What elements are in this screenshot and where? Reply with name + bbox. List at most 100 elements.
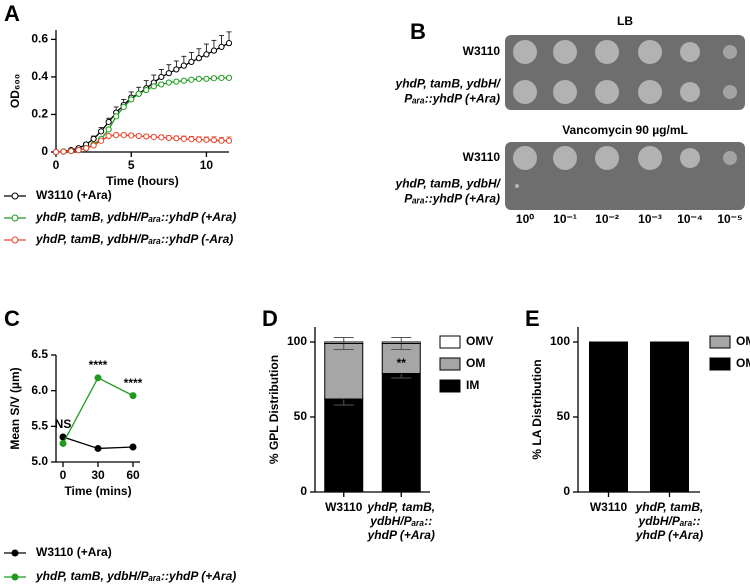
- plate: [505, 142, 745, 210]
- point: [94, 444, 102, 452]
- point: [98, 128, 105, 135]
- y-tick-label: 0: [563, 484, 570, 498]
- point: [173, 66, 180, 73]
- plate-title: LB: [617, 14, 633, 28]
- point: [218, 43, 225, 50]
- colony-spot: [680, 148, 700, 168]
- bar-segment: [381, 373, 421, 493]
- point: [218, 74, 225, 81]
- plate: [505, 35, 745, 110]
- x-tick-label: yhdP, tamB,: [635, 500, 704, 514]
- strain-label: Pₐᵣₐ::yhdP (+Ara): [404, 192, 500, 206]
- dilution-label: 10⁻²: [595, 212, 619, 226]
- x-tick-label: yhdP (+Ara): [635, 528, 703, 542]
- point: [94, 374, 102, 382]
- y-tick-label: 0: [300, 484, 307, 498]
- panel-label: D: [262, 306, 278, 331]
- bar-segment: [324, 341, 364, 344]
- colony-spot: [553, 80, 577, 104]
- y-axis-title: Mean S/V (µm): [8, 367, 22, 449]
- bar-segment: [381, 343, 421, 374]
- y-tick-label: 50: [294, 409, 308, 423]
- point: [60, 148, 67, 155]
- colony-spot: [723, 45, 737, 59]
- point: [158, 73, 165, 81]
- point: [120, 103, 127, 111]
- point: [129, 392, 137, 400]
- colony-spot: [638, 146, 662, 170]
- colony-spot: [595, 80, 619, 104]
- point: [52, 148, 60, 156]
- x-tick-label: yhdP, tamB,: [366, 500, 435, 514]
- legend-marker: [11, 573, 19, 581]
- legend-label: OMV: [736, 334, 750, 348]
- colony-spot: [680, 82, 700, 102]
- point: [225, 40, 233, 47]
- legend-marker: [11, 236, 19, 244]
- point: [180, 77, 187, 84]
- x-tick-label: W3110: [590, 500, 628, 514]
- strain-label: yhdP, tamB, ydbH/: [395, 177, 502, 191]
- series-line: [55, 134, 229, 153]
- legend-label: W3110 (+Ara): [36, 188, 112, 202]
- legend-label: OM: [466, 356, 485, 370]
- colony-spot: [723, 151, 737, 165]
- legend-marker: [11, 192, 19, 200]
- legend-swatch: [709, 357, 731, 371]
- point: [128, 96, 135, 103]
- point: [203, 51, 210, 58]
- x-tick-label: 60: [126, 468, 140, 482]
- point: [67, 147, 75, 155]
- bar-segment: [650, 342, 689, 493]
- legend-label: OMV: [466, 334, 493, 348]
- point: [128, 132, 135, 139]
- x-axis-title: Time (hours): [106, 174, 178, 188]
- y-tick-label: 0.2: [31, 107, 48, 121]
- point: [195, 136, 203, 143]
- strain-label: W3110: [463, 44, 501, 58]
- annotation: ****: [124, 376, 143, 390]
- x-tick-label: 0: [60, 468, 67, 482]
- colony-spot: [595, 40, 619, 64]
- bar-segment: [324, 343, 364, 400]
- bar-segment: [324, 398, 364, 493]
- y-axis-title: OD₆₀₀: [8, 74, 22, 108]
- legend-swatch: [439, 379, 461, 393]
- legend-label: IM: [466, 378, 479, 392]
- point: [113, 113, 120, 120]
- y-tick-label: 0.4: [31, 69, 48, 83]
- x-tick-label: 10: [200, 158, 214, 172]
- annotation: NS: [55, 417, 72, 431]
- legend-swatch: [439, 357, 461, 371]
- x-tick-label: W3110: [325, 500, 363, 514]
- bar-segment: [381, 341, 421, 344]
- point: [218, 137, 225, 144]
- dilution-label: 10⁻⁵: [717, 212, 742, 226]
- colony-spot: [638, 80, 662, 104]
- colony-spot: [595, 146, 619, 170]
- y-tick-label: 0.6: [31, 32, 48, 46]
- colony-spot: [513, 80, 537, 104]
- dilution-label: 10⁻¹: [553, 212, 577, 226]
- legend-swatch: [709, 335, 731, 349]
- annotation: ****: [89, 358, 108, 372]
- point: [90, 142, 97, 149]
- point: [129, 443, 137, 451]
- point: [203, 136, 210, 143]
- panel-label: C: [4, 306, 20, 331]
- point: [203, 75, 210, 82]
- point: [113, 132, 120, 139]
- y-tick-label: 100: [550, 334, 570, 348]
- colony-spot: [723, 85, 737, 99]
- point: [195, 75, 203, 82]
- plate-title: Vancomycin 90 µg/mL: [562, 123, 688, 137]
- point: [98, 137, 105, 144]
- strain-label: yhdP, tamB, ydbH/: [395, 77, 502, 91]
- point: [75, 147, 82, 154]
- x-tick-label: 5: [128, 158, 135, 172]
- point: [188, 136, 195, 143]
- bar-segment: [589, 341, 628, 344]
- point: [225, 74, 233, 81]
- colony-spot: [513, 146, 537, 170]
- legend-label: yhdP, tamB, ydbH/Pₐᵣₐ::yhdP (+Ara): [35, 569, 236, 583]
